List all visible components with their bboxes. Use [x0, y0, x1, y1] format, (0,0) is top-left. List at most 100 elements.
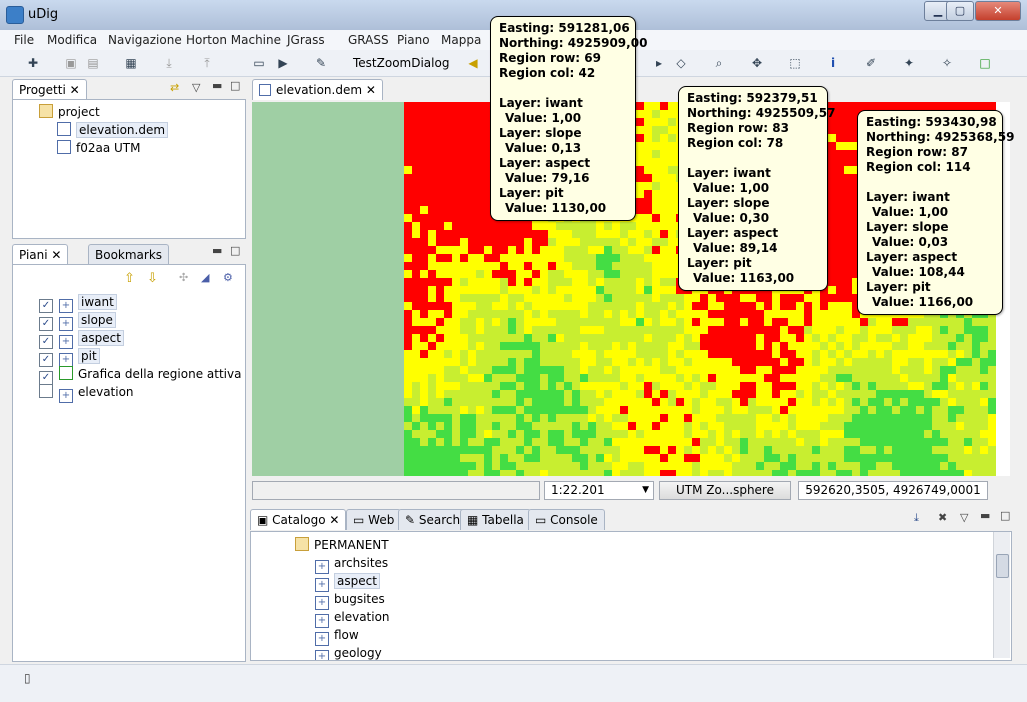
tab-web[interactable]: ▭ Web: [346, 509, 402, 530]
raster-cell: [788, 326, 796, 334]
menu-piano[interactable]: Piano: [397, 33, 430, 47]
layer-row-elevation[interactable]: + elevation: [39, 383, 134, 403]
scrollbar-thumb[interactable]: [996, 554, 1009, 578]
map-node-f02aa[interactable]: f02aa UTM: [57, 139, 140, 157]
tab-elevation-dem[interactable]: elevation.dem ✕: [252, 79, 383, 100]
run-icon[interactable]: ▶: [278, 56, 288, 70]
layer-row-pit[interactable]: ✓ + pit: [39, 347, 100, 367]
close-button[interactable]: ✕: [975, 1, 1021, 21]
project-node[interactable]: project: [39, 103, 100, 121]
layer-checkbox[interactable]: ✓: [39, 335, 53, 349]
raster-cell: [572, 382, 580, 390]
region-icon[interactable]: □: [979, 56, 991, 70]
tab-search[interactable]: ✎ Search: [398, 509, 468, 530]
map-node-elevation[interactable]: elevation.dem: [57, 121, 169, 139]
layer-checkbox[interactable]: ✓: [39, 299, 53, 313]
layer-row-iwant[interactable]: ✓ + iwant: [39, 293, 117, 313]
minimize-view-icon[interactable]: ▬: [212, 244, 223, 257]
raster-cell: [620, 334, 628, 342]
catalog-item[interactable]: + archsites: [315, 554, 388, 574]
raster-cell: [484, 342, 492, 350]
properties-icon[interactable]: ▦: [125, 56, 137, 70]
center-icon[interactable]: ✣: [179, 271, 189, 284]
raster-cell: [588, 350, 596, 358]
tab-bookmarks[interactable]: Bookmarks: [88, 244, 170, 265]
zoom-icon[interactable]: ⌕: [715, 56, 723, 70]
eraser-icon[interactable]: ◇: [676, 56, 686, 70]
layer-checkbox[interactable]: ✓: [39, 353, 53, 367]
plugin-icon[interactable]: ✧: [941, 56, 953, 70]
tab-progetti[interactable]: Progetti ✕: [12, 79, 87, 100]
raster-cell: [644, 182, 652, 190]
raster-cell: [628, 294, 636, 302]
export-icon[interactable]: ⤒: [204, 56, 210, 70]
remove-icon[interactable]: ✖: [938, 511, 948, 524]
draw-icon[interactable]: ✐: [865, 56, 877, 70]
catalog-item[interactable]: + flow: [315, 626, 359, 646]
console-icon[interactable]: ▭: [253, 56, 265, 70]
edit-geometry-icon[interactable]: ✦: [903, 56, 915, 70]
maximize-button[interactable]: ▢: [946, 1, 974, 21]
raster-cell: [468, 318, 476, 326]
select-box-icon[interactable]: ⬚: [789, 56, 801, 70]
crs-button[interactable]: UTM Zo...sphere: [659, 481, 791, 500]
layer-settings-icon[interactable]: ⚙: [223, 271, 233, 284]
raster-cell: [828, 246, 836, 254]
layer-row-aspect[interactable]: ✓ + aspect: [39, 329, 124, 349]
raster-cell: [916, 390, 924, 398]
layer-row-slope[interactable]: ✓ + slope: [39, 311, 116, 331]
pan-icon[interactable]: ✥: [751, 56, 763, 70]
menu-jgrass[interactable]: JGrass: [287, 33, 325, 47]
tab-tabella[interactable]: ▦ Tabella: [460, 509, 531, 530]
move-down-icon[interactable]: ⇩: [147, 271, 158, 286]
tab-catalogo[interactable]: ▣ Catalogo ✕: [250, 509, 347, 530]
maximize-view-icon[interactable]: □: [230, 79, 241, 92]
new-icon[interactable]: ✚: [27, 56, 39, 70]
test-zoom-dialog-button[interactable]: TestZoomDialog: [353, 56, 450, 70]
import-icon[interactable]: ⤓: [914, 511, 919, 524]
menu-file[interactable]: File: [14, 33, 35, 47]
layer-row-region[interactable]: ✓ Grafica della regione attiva: [39, 365, 241, 385]
edit-icon[interactable]: ✎: [315, 56, 327, 70]
minimize-view-icon[interactable]: ▬: [212, 79, 223, 92]
tab-console[interactable]: ▭ Console: [528, 509, 605, 530]
fast-view-icon[interactable]: ▯: [24, 671, 31, 685]
view-menu-icon[interactable]: ▽: [192, 81, 201, 94]
menu-modifica[interactable]: Modifica: [47, 33, 98, 47]
menu-navigazione[interactable]: Navigazione: [108, 33, 182, 47]
style-icon[interactable]: ◢: [201, 271, 210, 284]
move-up-icon[interactable]: ⇧: [124, 271, 135, 286]
menu-horton-machine[interactable]: Horton Machine: [186, 33, 281, 47]
layer-checkbox[interactable]: ✓: [39, 317, 53, 331]
view-menu-icon[interactable]: ▽: [960, 511, 969, 524]
raster-cell: [820, 334, 828, 342]
raster-cell: [796, 430, 804, 438]
raster-cell: [844, 398, 852, 406]
save-icon[interactable]: ▣: [65, 56, 77, 70]
catalog-item[interactable]: + aspect: [315, 572, 380, 592]
raster-cell: [484, 462, 492, 470]
raster-cell: [460, 374, 468, 382]
catalog-item[interactable]: + geology: [315, 644, 382, 660]
menu-mappa[interactable]: Mappa: [441, 33, 482, 47]
layer-checkbox[interactable]: [39, 384, 53, 398]
folder-permanent[interactable]: PERMANENT: [295, 536, 389, 554]
maximize-view-icon[interactable]: □: [1000, 509, 1011, 522]
import-icon[interactable]: ⤓: [166, 56, 172, 70]
tab-piani[interactable]: Piani ✕: [12, 244, 69, 265]
minimize-view-icon[interactable]: ▬: [980, 509, 991, 522]
info-icon[interactable]: i: [830, 56, 836, 70]
raster-cell: [620, 438, 628, 446]
catalog-scrollbar[interactable]: [993, 532, 1010, 658]
catalog-item[interactable]: + bugsites: [315, 590, 385, 610]
raster-cell: [884, 462, 892, 470]
maximize-view-icon[interactable]: □: [230, 244, 241, 257]
back-arrow-icon[interactable]: ◀: [468, 56, 478, 70]
raster-cell: [820, 294, 828, 302]
menu-grass[interactable]: GRASS: [348, 33, 389, 47]
save-all-icon[interactable]: ▤: [87, 56, 99, 70]
scale-combo[interactable]: 1:22.201 ▼: [544, 481, 654, 500]
link-icon[interactable]: ⇄: [170, 81, 180, 94]
catalog-item[interactable]: + elevation: [315, 608, 390, 628]
forward-icon[interactable]: ▸: [655, 56, 663, 70]
